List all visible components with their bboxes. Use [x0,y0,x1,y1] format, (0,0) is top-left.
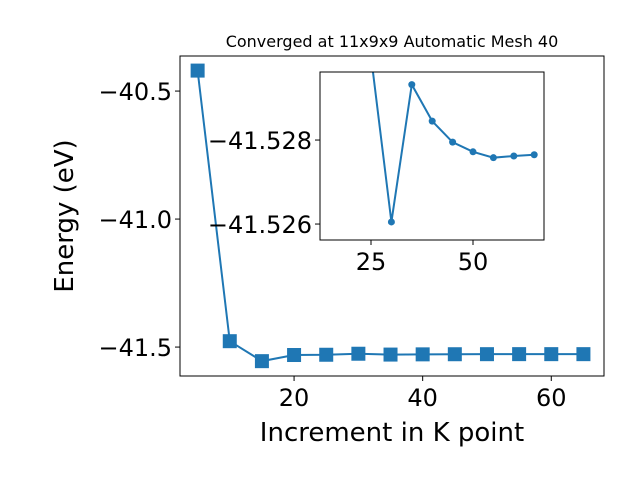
marker [415,347,430,362]
marker [576,347,591,362]
y-axis-label: Energy (eV) [50,139,80,292]
marker [254,354,269,369]
marker [319,347,334,362]
marker [489,154,497,162]
x-axis-label: Increment in K point [260,418,524,448]
marker [447,347,462,362]
axes-frame [179,55,605,377]
x-tick-label: 25 [356,248,387,276]
x-tick-label: 50 [458,248,489,276]
marker [449,138,457,146]
x-tick-label: 20 [279,384,310,412]
chart-title: Converged at 11x9x9 Automatic Mesh 40 [226,32,559,51]
marker [351,346,366,361]
axes-frame [319,71,545,241]
marker [387,218,395,226]
marker [479,347,494,362]
x-tick-label: 40 [407,384,438,412]
marker [222,334,237,349]
y-tick-label: −41.528 [208,127,312,155]
marker [383,347,398,362]
y-tick-label: −40.5 [98,78,172,106]
y-tick-label: −41.5 [98,334,172,362]
marker [408,81,416,89]
marker [287,348,302,363]
marker [510,152,518,160]
marker [428,117,436,125]
x-tick-label: 60 [536,384,567,412]
marker [544,347,559,362]
marker [469,148,477,156]
marker [190,63,205,78]
marker [530,151,538,159]
y-tick-label: −41.0 [98,206,172,234]
y-tick-label: −41.526 [208,211,312,239]
plot-area [190,63,591,369]
plot-area [371,72,538,226]
marker [512,347,527,362]
